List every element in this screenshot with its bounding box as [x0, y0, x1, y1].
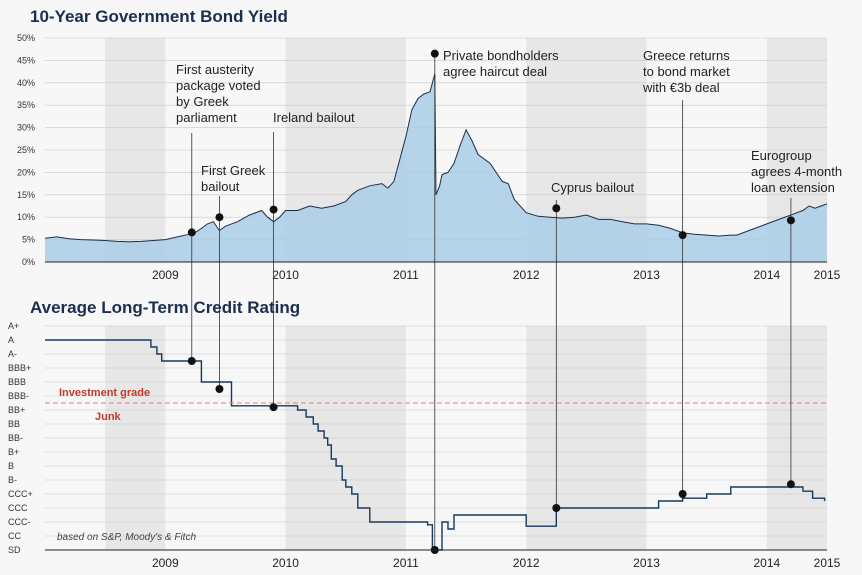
- rating-year-label: 2015: [814, 556, 841, 570]
- yield-event-dot-2: [269, 205, 278, 214]
- rating-year-label: 2013: [633, 556, 660, 570]
- rating-line: [45, 339, 826, 551]
- rating-year-labels: 2009 2010 2011 2012 2013 2014 2015: [152, 556, 841, 570]
- event-label-3: Private bondholders agree haircut deal: [443, 48, 559, 79]
- rating-gridlines: [45, 325, 827, 551]
- yield-tick-label: 10%: [17, 212, 35, 222]
- event-label-line: Ireland bailout: [273, 110, 355, 125]
- x-axes: [45, 261, 827, 551]
- yield-area-series: [44, 73, 828, 262]
- source-note: based on S&P, Moody's & Fitch: [57, 532, 196, 543]
- event-label-4: Cyprus bailout: [551, 180, 634, 195]
- rating-tick-label: A+: [8, 321, 19, 331]
- rating-event-dot-4: [552, 504, 561, 512]
- yield-tick-label: 50%: [17, 33, 35, 43]
- event-label-1: First Greek bailout: [201, 163, 266, 194]
- rating-year-label: 2009: [152, 556, 179, 570]
- rating-year-label: 2011: [393, 556, 419, 570]
- event-label-line: with €3b deal: [642, 80, 720, 95]
- yield-line: [44, 73, 828, 243]
- rating-tick-label: SD: [8, 545, 21, 555]
- event-label-6: Eurogroup agrees 4-month loan extension: [751, 148, 842, 195]
- rating-y-ticks: A+AA-BBB+BBBBBB-BB+BBBB-B+BB-CCC+CCCCCC-…: [8, 321, 33, 555]
- rating-tick-label: CCC-: [8, 517, 31, 527]
- rating-tick-label: CC: [8, 531, 21, 541]
- rating-line-series: [45, 339, 826, 551]
- event-label-line: to bond market: [643, 64, 730, 79]
- event-label-line: Private bondholders: [443, 48, 559, 63]
- yield-year-label: 2014: [753, 268, 780, 282]
- rating-tick-label: BBB-: [8, 391, 29, 401]
- event-label-line: package voted: [176, 78, 261, 93]
- event-label-line: agrees 4-month: [751, 164, 842, 179]
- rating-year-label: 2010: [272, 556, 299, 570]
- event-label-0: First austerity package voted by Greek parl…: [176, 62, 261, 125]
- event-label-line: First Greek: [201, 163, 266, 178]
- event-label-5: Greece returns to bond market with €3b dea…: [642, 48, 730, 95]
- yield-year-label: 2015: [814, 268, 841, 282]
- event-connector-lines: [191, 53, 792, 550]
- rating-tick-label: B: [8, 461, 14, 471]
- yield-tick-label: 5%: [22, 235, 35, 245]
- yield-tick-label: 30%: [17, 123, 35, 133]
- yield-chart-title: 10-Year Government Bond Yield: [30, 7, 288, 26]
- yield-year-label: 2010: [272, 268, 299, 282]
- yield-event-dot-6: [786, 216, 795, 225]
- rating-tick-label: BB-: [8, 433, 23, 443]
- yield-year-label: 2012: [513, 268, 540, 282]
- event-label-line: bailout: [201, 179, 240, 194]
- event-label-line: Eurogroup: [751, 148, 812, 163]
- yield-tick-label: 20%: [17, 167, 35, 177]
- yield-tick-label: 40%: [17, 78, 35, 88]
- rating-year-label: 2012: [513, 556, 540, 570]
- event-label-2: Ireland bailout: [273, 110, 355, 125]
- yield-tick-label: 0%: [22, 257, 35, 267]
- event-label-line: loan extension: [751, 180, 835, 195]
- rating-event-dot-2: [269, 403, 278, 412]
- rating-tick-label: CCC: [8, 503, 28, 513]
- rating-tick-label: B+: [8, 447, 19, 457]
- rating-tick-label: BB: [8, 419, 20, 429]
- rating-tick-label: CCC+: [8, 489, 33, 499]
- rating-year-label: 2014: [753, 556, 780, 570]
- event-label-line: parliament: [176, 110, 237, 125]
- event-label-line: agree haircut deal: [443, 64, 547, 79]
- event-label-line: Greece returns: [643, 48, 730, 63]
- junk-label: Junk: [95, 411, 122, 423]
- rating-tick-label: A-: [8, 349, 17, 359]
- event-label-line: by Greek: [176, 94, 229, 109]
- event-annotations: First austerity package voted by Greek parl…: [176, 48, 842, 195]
- yield-event-dot-1: [215, 213, 224, 222]
- yield-tick-label: 35%: [17, 100, 35, 110]
- rating-tick-label: BBB: [8, 377, 26, 387]
- yield-year-labels: 2009 2010 2011 2012 2013 2014 2015: [152, 268, 841, 282]
- rating-event-dot-1: [215, 385, 224, 393]
- yield-y-ticks: 0% 5% 10% 15% 20% 25% 30% 35% 40% 45% 50%: [17, 33, 35, 267]
- yield-event-dot-4: [552, 204, 561, 213]
- yield-area-fill: [45, 73, 827, 262]
- rating-event-dot-6: [786, 480, 795, 489]
- rating-event-dot-5: [678, 490, 687, 498]
- rating-tick-label: BBB+: [8, 363, 31, 373]
- yield-event-dot-5: [678, 231, 687, 240]
- yield-year-label: 2013: [633, 268, 660, 282]
- yield-event-dot-3: [430, 49, 439, 58]
- rating-event-dot-0: [187, 357, 196, 365]
- yield-event-dot-0: [187, 228, 196, 237]
- rating-tick-label: B-: [8, 475, 17, 485]
- investment-grade-label: Investment grade: [59, 387, 150, 399]
- rating-tick-label: BB+: [8, 405, 25, 415]
- yield-tick-label: 25%: [17, 145, 35, 155]
- yield-year-label: 2009: [152, 268, 179, 282]
- event-label-line: First austerity: [176, 62, 255, 77]
- rating-tick-label: A: [8, 335, 14, 345]
- yield-tick-label: 45%: [17, 55, 35, 65]
- yield-year-label: 2011: [393, 268, 419, 282]
- event-label-line: Cyprus bailout: [551, 180, 634, 195]
- rating-chart-title: Average Long-Term Credit Rating: [30, 298, 300, 317]
- yield-tick-label: 15%: [17, 190, 35, 200]
